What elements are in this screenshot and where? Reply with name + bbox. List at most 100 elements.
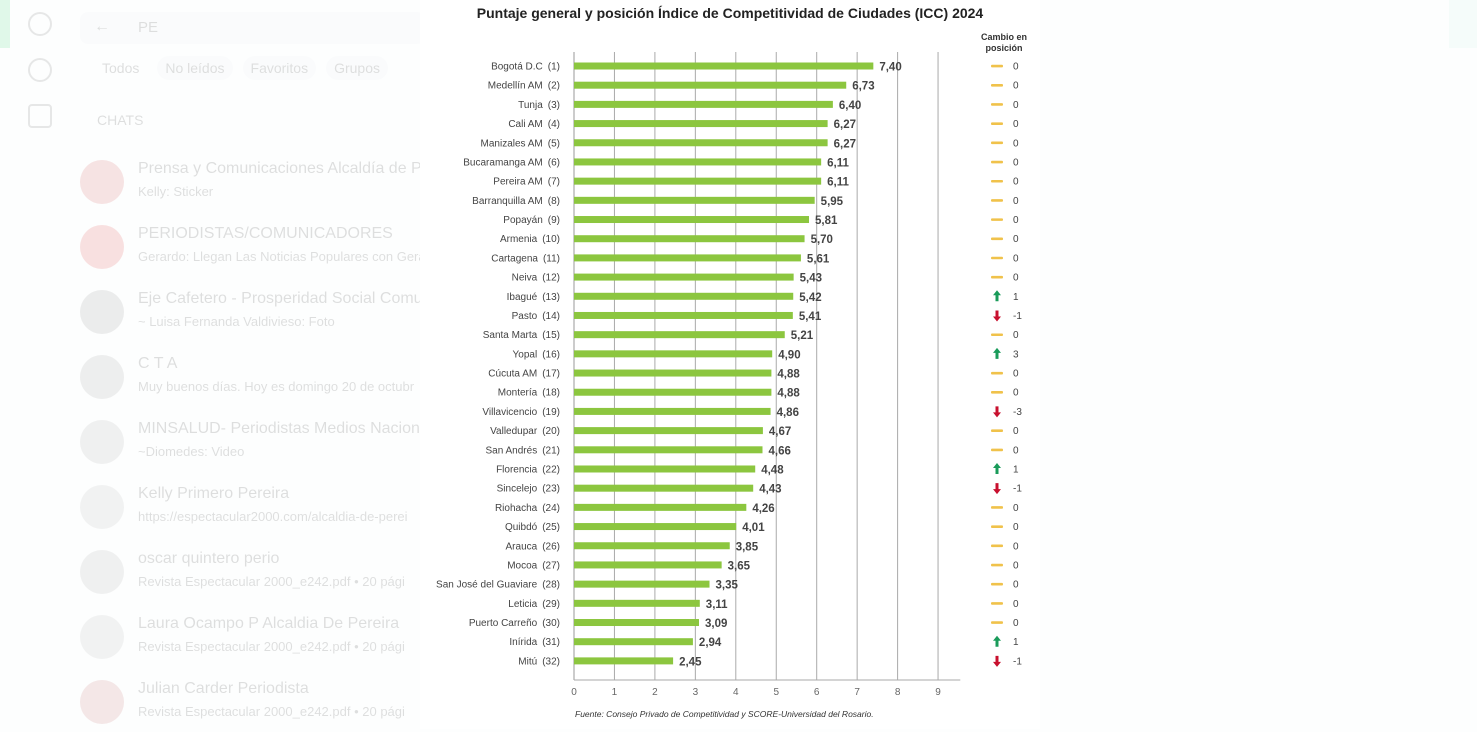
side-panel-accent: [1449, 0, 1477, 48]
city-name: Riohacha: [495, 503, 538, 514]
no-change-dash-icon: [991, 256, 1003, 260]
category-label: Cúcuta AM (17): [488, 369, 560, 380]
position-change-value: 0: [1013, 388, 1019, 399]
city-rank: (8): [548, 196, 560, 207]
position-change-value: 0: [1013, 580, 1019, 591]
value-label: 2,45: [679, 656, 702, 668]
city-name: Quibdó: [505, 522, 538, 533]
chat-name: Kelly Primero Pereira: [138, 485, 290, 502]
bar: [574, 446, 763, 454]
chat-last-message: Muy buenos días. Hoy es domingo 20 de oc…: [138, 379, 415, 394]
position-change-value: 0: [1013, 119, 1019, 130]
position-change-value: -1: [1013, 484, 1022, 495]
city-name: Manizales AM: [481, 138, 543, 149]
x-tick-label: 8: [895, 687, 901, 698]
chats-section-header: CHATS: [97, 112, 144, 128]
position-change-value: 0: [1013, 81, 1019, 92]
position-change-value: 0: [1013, 522, 1019, 533]
category-label: Neiva (12): [512, 273, 560, 284]
city-rank: (26): [542, 541, 560, 552]
chat-list-item[interactable]: Kelly Primero Pereira https://espectacula…: [80, 477, 425, 537]
position-change-value: 0: [1013, 157, 1019, 168]
search-input[interactable]: ← PE: [80, 12, 425, 44]
value-label: 3,65: [728, 560, 751, 572]
category-label: Florencia (22): [496, 464, 560, 475]
city-rank: (30): [542, 618, 560, 629]
arrow-down-icon: [993, 406, 1001, 418]
category-label: Pasto (14): [512, 311, 560, 322]
bar: [574, 503, 747, 511]
chat-list-item[interactable]: Laura Ocampo P Alcaldia De Pereira Revist…: [80, 607, 425, 667]
chat-last-message: ~Diomedes: Video: [138, 444, 245, 459]
city-name: Ibagué: [507, 292, 538, 303]
category-label: Cartagena (11): [491, 253, 560, 264]
value-label: 4,86: [777, 407, 799, 419]
value-label: 6,11: [827, 157, 849, 169]
no-change-dash-icon: [991, 621, 1003, 624]
bar: [574, 62, 874, 70]
city-rank: (3): [548, 100, 560, 111]
no-change-dash-icon: [991, 333, 1003, 337]
category-label: Barranquilla AM (8): [472, 196, 560, 207]
no-change-dash-icon: [991, 602, 1003, 605]
back-arrow-icon[interactable]: ←: [94, 18, 110, 35]
city-rank: (25): [542, 522, 560, 533]
x-tick-label: 1: [612, 687, 618, 698]
value-label: 6,73: [852, 81, 874, 93]
arrow-up-icon: [993, 462, 1001, 474]
chat-list-item[interactable]: Prensa y Comunicaciones Alcaldía de Per.…: [80, 152, 428, 212]
position-change-value: -1: [1013, 311, 1022, 322]
chat-list-item[interactable]: Eje Cafetero - Prosperidad Social Comuni…: [80, 282, 428, 342]
chat-name: MINSALUD- Periodistas Medios Nacional: [138, 420, 428, 437]
category-label: Pereira AM (7): [493, 177, 560, 188]
bar: [574, 311, 793, 319]
city-name: Tunja: [518, 100, 543, 111]
no-change-dash-icon: [991, 448, 1003, 452]
city-rank: (23): [542, 484, 560, 495]
chat-list-item[interactable]: PERIODISTAS/COMUNICADORES Gerardo: Llegan…: [80, 217, 428, 277]
city-rank: (10): [542, 234, 560, 245]
filter-favorites[interactable]: Favoritos: [242, 56, 317, 80]
position-change-value: 0: [1013, 541, 1019, 552]
category-label: Arauca (26): [506, 541, 560, 552]
no-change-dash-icon: [991, 371, 1003, 375]
city-rank: (29): [542, 599, 560, 610]
chat-list-item[interactable]: Julian Carder Periodista Revista Espectac…: [80, 672, 425, 732]
value-label: 4,48: [761, 464, 784, 476]
category-label: Mitú (32): [518, 656, 560, 667]
communities-icon[interactable]: [28, 104, 52, 128]
filter-groups[interactable]: Grupos: [326, 56, 389, 80]
value-label: 5,95: [821, 196, 844, 208]
filter-all[interactable]: Todos: [102, 60, 140, 76]
bar: [574, 100, 833, 108]
chat-list-item[interactable]: MINSALUD- Periodistas Medios Nacional ~Di…: [80, 412, 428, 472]
chat-name: PERIODISTAS/COMUNICADORES: [138, 225, 393, 242]
position-change-value: 0: [1013, 177, 1019, 188]
chat-last-message: Revista Espectacular 2000_e242.pdf • 20 …: [138, 639, 405, 654]
bar: [574, 542, 730, 550]
x-tick-label: 5: [773, 687, 779, 698]
city-rank: (1): [548, 62, 560, 73]
active-rail-indicator: [0, 0, 10, 48]
position-change-value: 0: [1013, 273, 1019, 284]
chat-list-item[interactable]: oscar quintero perio Revista Espectacular…: [80, 542, 425, 602]
category-label: Villavicencio (19): [482, 407, 560, 418]
no-change-dash-icon: [991, 83, 1003, 87]
category-label: Cali AM (4): [508, 119, 560, 130]
filter-unread[interactable]: No leídos: [157, 56, 233, 80]
city-name: Arauca: [506, 541, 538, 552]
no-change-dash-icon: [991, 122, 1003, 125]
category-label: San José del Guaviare (28): [436, 580, 560, 591]
channels-icon[interactable]: [28, 58, 52, 82]
status-icon[interactable]: [28, 12, 52, 36]
chat-last-message: Revista Espectacular 2000_e242.pdf • 20 …: [138, 704, 405, 719]
chat-list-item[interactable]: C T A Muy buenos días. Hoy es domingo 20 …: [80, 347, 425, 407]
city-name: Sincelejo: [497, 484, 538, 495]
position-change-value: 0: [1013, 138, 1019, 149]
x-tick-label: 6: [814, 687, 820, 698]
arrow-up-icon: [993, 290, 1001, 302]
position-change-value: 0: [1013, 62, 1019, 73]
bar: [574, 638, 693, 646]
chat-last-message: ~ Luisa Fernanda Valdivieso: Foto: [138, 314, 335, 329]
